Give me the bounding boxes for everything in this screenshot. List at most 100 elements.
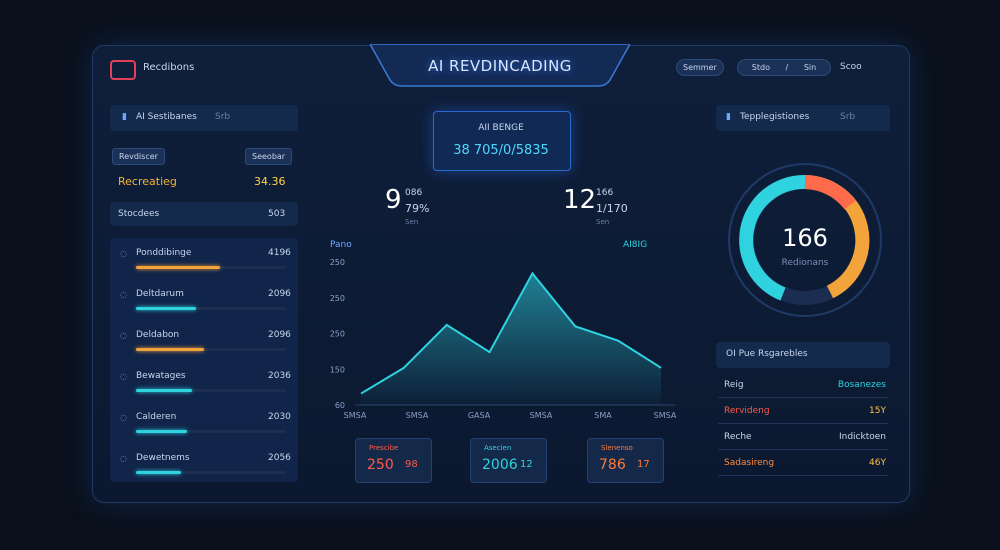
brand: Recdibons <box>143 62 195 73</box>
title-tab <box>370 44 630 87</box>
progress-bar <box>136 348 204 351</box>
toggle-left[interactable]: Stdo <box>751 63 770 72</box>
y-tick-label: 250 <box>330 294 345 303</box>
gauge-arc <box>739 174 806 301</box>
row-divider <box>718 397 888 398</box>
progress-bar <box>136 430 187 433</box>
item-label[interactable]: Deldabon <box>136 330 180 340</box>
item-icon: ◌ <box>120 454 127 463</box>
stat-big: 12 <box>563 185 597 215</box>
right-panel-title: Tepplegistiones <box>740 112 810 122</box>
item-icon: ◌ <box>120 249 127 258</box>
y-tick-label: 250 <box>330 258 345 267</box>
summary-title: AII BENGE <box>478 123 524 133</box>
card-extra: 17 <box>637 459 650 470</box>
x-tick-label: SMA <box>594 411 612 420</box>
item-label[interactable]: Dewetnems <box>136 453 190 463</box>
toggle[interactable]: Stdo / Sin <box>737 59 831 76</box>
line <box>360 271 662 395</box>
x-tick-label: SMSA <box>344 411 367 420</box>
card[interactable] <box>587 438 664 483</box>
left-panel-header <box>110 105 298 131</box>
x-tick-label: GASA <box>468 411 491 420</box>
progress-track <box>136 307 286 310</box>
right-list-header <box>716 342 890 368</box>
card-value: 2006 <box>482 457 518 473</box>
legend-left: Pano <box>330 240 352 250</box>
right-list-title: OI Pue Rsgarebles <box>726 349 808 359</box>
item-value: 2030 <box>268 412 291 422</box>
card[interactable] <box>470 438 547 483</box>
right-panel-suffix: Srb <box>840 112 856 122</box>
card-value: 250 <box>367 457 394 473</box>
summary-value: 38 705/0/5835 <box>453 143 549 158</box>
card-value: 786 <box>599 457 626 473</box>
row-divider <box>718 475 888 476</box>
progress-bar <box>136 471 181 474</box>
card-extra: 12 <box>520 459 533 470</box>
stat-mid: 79% <box>405 202 430 215</box>
item-label[interactable]: Ponddibinge <box>136 248 192 258</box>
card-label: Slenenso <box>601 444 633 452</box>
item-icon: ◌ <box>120 290 127 299</box>
progress-track <box>136 430 286 433</box>
card-label: Asecien <box>484 444 512 452</box>
app-title: AI REVDINCADING <box>428 57 572 75</box>
legend-right: AI8IG <box>623 240 648 250</box>
stat-mid: 1/170 <box>596 202 628 215</box>
left-panel-title: AI Sestibanes <box>136 112 197 122</box>
tab[interactable]: Revdiscer <box>112 148 165 165</box>
item-value: 2096 <box>268 289 291 299</box>
progress-bar <box>136 307 196 310</box>
y-tick-label: 60 <box>335 401 345 410</box>
gauge-value: 166 <box>782 224 828 252</box>
card-label: Prescibe <box>369 444 399 452</box>
right-panel-header <box>716 105 890 131</box>
y-tick-label: 150 <box>330 365 345 374</box>
progress-track <box>136 389 286 392</box>
header-icons[interactable]: Scoo <box>840 62 862 72</box>
left-panel-suffix: Srb <box>215 112 231 122</box>
progress-bar <box>136 389 192 392</box>
stat-top: 086 <box>405 188 423 198</box>
gauge <box>728 163 882 317</box>
stat-sub: Sen <box>596 218 610 226</box>
left-list <box>110 238 298 482</box>
title-tab-shape <box>370 44 630 87</box>
x-tick-label: SMSA <box>530 411 553 420</box>
progress-bar <box>136 266 220 269</box>
row-label: Rervideng <box>724 406 770 416</box>
item-label[interactable]: Deltdarum <box>136 289 184 299</box>
logo <box>110 60 136 80</box>
y-tick-label: 250 <box>330 330 345 339</box>
stat-big: 9 <box>385 185 402 215</box>
item-value: 2096 <box>268 330 291 340</box>
item-value: 2056 <box>268 453 291 463</box>
filter-row[interactable] <box>110 202 298 226</box>
highlight-value: 34.36 <box>254 175 286 188</box>
highlight-label: Recreatieg <box>118 175 177 188</box>
item-icon: ◌ <box>120 372 127 381</box>
row-value: 15Y <box>869 406 886 416</box>
card-extra: 98 <box>405 459 418 470</box>
row-value: Indicktoen <box>838 432 886 442</box>
row-divider <box>718 423 888 424</box>
filter-label: Stocdees <box>118 209 160 219</box>
header-button[interactable]: Semmer <box>676 59 724 76</box>
tab[interactable]: Seeobar <box>245 148 293 165</box>
x-tick-label: SMSA <box>654 411 677 420</box>
gauge-label: Redionans <box>781 258 829 268</box>
row-divider <box>718 449 888 450</box>
stat-sub: Sen <box>405 218 419 226</box>
card[interactable] <box>355 438 432 483</box>
progress-track <box>136 348 286 351</box>
stat-top: 166 <box>596 188 614 198</box>
gauge-ring <box>728 163 882 317</box>
filter-value: 503 <box>268 209 286 219</box>
row-label: Reche <box>724 432 752 442</box>
item-label[interactable]: Calderen <box>136 412 177 422</box>
item-label[interactable]: Bewatages <box>136 371 186 381</box>
toggle-right[interactable]: Sin <box>803 63 817 72</box>
toggle-sep: / <box>785 63 789 72</box>
